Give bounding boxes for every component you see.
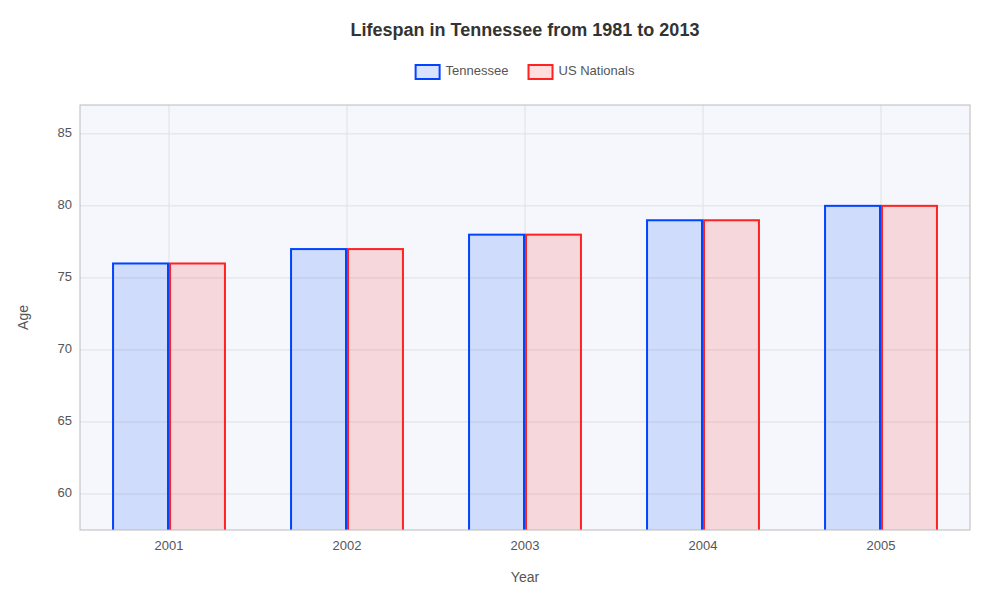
y-axis: 60 65 70 75 80 85 (58, 125, 72, 500)
bar-series (170, 206, 937, 530)
legend-item: Tennessee (416, 63, 509, 79)
x-axis: 2001 2002 2003 2004 2005 (155, 538, 896, 553)
legend-item: US Nationals (529, 63, 635, 79)
x-tick-label: 2004 (689, 538, 718, 553)
bar (170, 263, 225, 530)
x-axis-label: Year (511, 569, 540, 585)
x-tick-label: 2003 (511, 538, 540, 553)
chart-container: 60 65 70 75 80 85 2001 2002 2003 2004 2005 Year Age L… (0, 0, 1000, 600)
title: Lifespan in Tennessee from 1981 to 2013 (351, 20, 700, 40)
legend-label: US Nationals (559, 63, 635, 78)
y-axis-label: Age (15, 305, 31, 330)
x-tick-label: 2002 (333, 538, 362, 553)
legend-label: Tennessee (446, 63, 509, 78)
y-tick-label: 75 (58, 269, 72, 284)
y-tick-label: 70 (58, 341, 72, 356)
bars (113, 206, 937, 530)
bar (882, 206, 937, 530)
bar (647, 220, 702, 530)
bar (825, 206, 880, 530)
legend-swatch (416, 65, 440, 79)
bar (526, 235, 581, 530)
y-tick-label: 85 (58, 125, 72, 140)
chart: 60 65 70 75 80 85 2001 2002 2003 2004 2005 Year Age L… (0, 0, 1000, 600)
legend: Tennessee US Nationals (416, 63, 635, 79)
y-tick-label: 60 (58, 485, 72, 500)
bar (348, 249, 403, 530)
x-tick-label: 2001 (155, 538, 184, 553)
y-tick-label: 65 (58, 413, 72, 428)
bar-series (113, 206, 880, 530)
legend-swatch (529, 65, 553, 79)
y-tick-label: 80 (58, 197, 72, 212)
plot-frame (80, 105, 970, 530)
bar (469, 235, 524, 530)
bar (704, 220, 759, 530)
bar (113, 263, 168, 530)
bar (291, 249, 346, 530)
x-tick-label: 2005 (867, 538, 896, 553)
